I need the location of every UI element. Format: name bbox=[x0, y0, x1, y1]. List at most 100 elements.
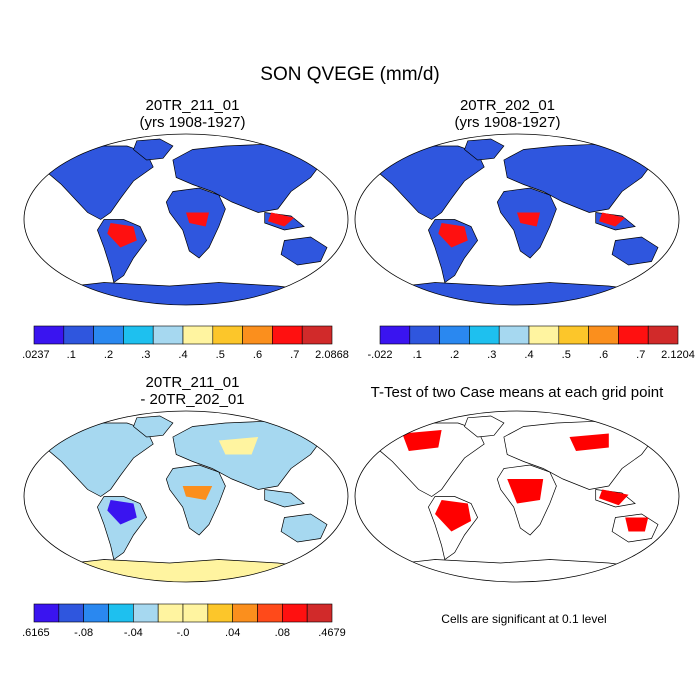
amazon-high-region bbox=[438, 223, 468, 248]
colorbar-swatch bbox=[123, 325, 154, 345]
colorbar-tick-label: 2.0868 bbox=[315, 349, 349, 361]
panel-3-title-line1: 20TR_211_01 bbox=[145, 374, 240, 391]
continent-greenland bbox=[133, 138, 174, 161]
colorbar-tick-label: -.6165 bbox=[22, 627, 50, 639]
colorbar-swatch bbox=[272, 325, 303, 345]
colorbar-tick-label: .4679 bbox=[318, 627, 346, 639]
map-border bbox=[23, 133, 349, 306]
colorbar-swatch bbox=[212, 325, 243, 345]
continent-greenland bbox=[464, 138, 505, 161]
continent-northAmerica bbox=[41, 145, 154, 220]
colorbar-tick-label: .6 bbox=[253, 349, 262, 361]
colorbar-swatch bbox=[409, 325, 440, 345]
colorbar-swatch bbox=[232, 603, 258, 623]
continent-australia bbox=[280, 236, 328, 266]
continent-eurasia bbox=[172, 143, 325, 213]
significant-region bbox=[435, 500, 472, 532]
panel-4-title: T-Test of two Case means at each grid po… bbox=[352, 384, 682, 401]
map-panel-4 bbox=[354, 410, 680, 583]
colorbar-swatch bbox=[301, 325, 333, 345]
colorbar-swatch bbox=[498, 325, 530, 345]
continent-northAmerica bbox=[41, 422, 154, 497]
continent-greenland bbox=[133, 415, 174, 438]
colorbar-swatch bbox=[133, 603, 159, 623]
congo-high-region bbox=[186, 212, 209, 227]
significant-region bbox=[569, 433, 609, 451]
panel-1-title-line2: (yrs 1908-1927) bbox=[139, 114, 246, 131]
colorbar-swatch bbox=[439, 325, 470, 345]
colorbar-swatch bbox=[306, 603, 333, 623]
colorbar-tick-label: -.0237 bbox=[22, 349, 50, 361]
colorbar-swatch bbox=[588, 325, 619, 345]
amazon-high-region bbox=[107, 223, 137, 248]
congo-high-region bbox=[517, 212, 540, 227]
map-border bbox=[354, 133, 680, 306]
colorbar-tick-label: .2 bbox=[104, 349, 113, 361]
amazon-negative-region bbox=[107, 500, 137, 525]
colorbar-swatch bbox=[469, 325, 500, 345]
colorbar-swatch bbox=[182, 325, 214, 345]
asia-positive-region bbox=[218, 437, 259, 455]
panel-1-title-line1: 20TR_211_01 bbox=[145, 97, 240, 114]
continent-eurasia bbox=[172, 420, 325, 490]
colorbar-swatch bbox=[63, 325, 94, 345]
continent-seAsia bbox=[264, 489, 305, 508]
colorbar-swatch bbox=[83, 603, 109, 623]
colorbar-tick-label: .04 bbox=[225, 627, 240, 639]
map-border bbox=[23, 410, 349, 583]
colorbar-tick-label: -.0 bbox=[177, 627, 190, 639]
colorbar-swatch bbox=[528, 325, 560, 345]
colorbar-tick-label: 2.1204 bbox=[661, 349, 695, 361]
colorbar-swatch bbox=[182, 603, 209, 623]
seasia-high-region bbox=[268, 212, 295, 227]
continent-australia bbox=[280, 513, 328, 543]
africa-positive-region bbox=[182, 486, 213, 500]
significance-note: Cells are significant at 0.1 level bbox=[441, 612, 607, 626]
continent-eurasia bbox=[503, 143, 656, 213]
map-panel-1 bbox=[23, 133, 349, 306]
colorbar-panel-1: -.0237 .1 .2 .3 .4 .5 .6 .7 2.0868 bbox=[22, 325, 349, 361]
panel-4-title-line1: T-Test of two Case means at each grid po… bbox=[370, 384, 664, 401]
continent-northAmerica bbox=[372, 422, 485, 497]
colorbar-tick-label: .3 bbox=[487, 349, 496, 361]
colorbar-panel-3: -.6165 -.08 -.04 -.0 .04 .08 .4679 bbox=[22, 603, 346, 639]
continent-eurasia bbox=[503, 420, 656, 490]
colorbar-swatch bbox=[379, 325, 411, 345]
colorbar-tick-label: -.04 bbox=[124, 627, 143, 639]
seasia-high-region bbox=[599, 212, 626, 227]
panel-2-title: 20TR_202_01 (yrs 1908-1927) bbox=[355, 97, 660, 131]
colorbar-tick-label: .4 bbox=[524, 349, 533, 361]
colorbar-tick-label: .7 bbox=[636, 349, 645, 361]
continent-africa bbox=[165, 464, 226, 536]
panel-3-title: 20TR_211_01 - 20TR_202_01 bbox=[40, 374, 345, 408]
colorbar-swatch bbox=[242, 325, 273, 345]
colorbar-swatch bbox=[33, 325, 65, 345]
colorbar-tick-label: .2 bbox=[450, 349, 459, 361]
colorbar-panel-2: -.022 .1 .2 .3 .4 .5 .6 .7 2.1204 bbox=[368, 325, 695, 361]
significant-region bbox=[625, 517, 649, 532]
colorbar-swatch bbox=[58, 603, 84, 623]
colorbar-swatch bbox=[152, 325, 184, 345]
colorbar-tick-label: .1 bbox=[413, 349, 422, 361]
continent-australia bbox=[611, 236, 659, 266]
colorbar-tick-label: .3 bbox=[141, 349, 150, 361]
panel-2-title-line2: (yrs 1908-1927) bbox=[454, 114, 561, 131]
significant-region bbox=[402, 430, 442, 451]
colorbar-swatch bbox=[618, 325, 649, 345]
significant-region bbox=[599, 489, 629, 506]
figure-title: SON QVEGE (mm/d) bbox=[260, 64, 440, 85]
continent-northAmerica bbox=[372, 145, 485, 220]
colorbar-swatch bbox=[647, 325, 679, 345]
map-panel-2 bbox=[354, 133, 680, 306]
continent-greenland bbox=[464, 415, 505, 438]
colorbar-swatch bbox=[157, 603, 184, 623]
colorbar-tick-label: .1 bbox=[67, 349, 76, 361]
colorbar-swatch bbox=[93, 325, 124, 345]
colorbar-tick-label: -.022 bbox=[368, 349, 393, 361]
significant-region bbox=[507, 479, 544, 504]
colorbar-tick-label: .6 bbox=[599, 349, 608, 361]
colorbar-swatch bbox=[33, 603, 60, 623]
colorbar-swatch bbox=[108, 603, 134, 623]
colorbar-swatch bbox=[257, 603, 283, 623]
panel-1-title: 20TR_211_01 (yrs 1908-1927) bbox=[40, 97, 345, 131]
